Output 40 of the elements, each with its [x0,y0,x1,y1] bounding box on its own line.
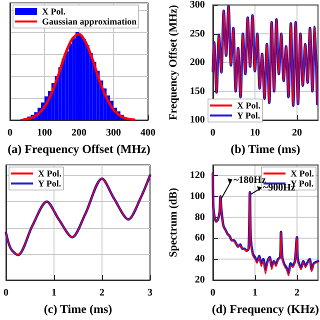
y-tick-label: 250 [190,28,205,40]
legend-label: Gaussian approximation [42,16,137,26]
x-axis-title: (a) Frequency Offset (MHz) [8,142,150,156]
legend-label: X Pol. [237,100,260,110]
legend-label: X Pol. [38,168,62,178]
x-tick-label: 0 [8,128,12,139]
x-tick-label: 0 [4,288,8,299]
x-tick-label: 400 [140,128,156,139]
x-tick-label: 3 [148,288,152,299]
x-tick-label: 1 [252,288,258,299]
legend-label: Y Pol. [237,110,260,120]
x-tick-label: 10 [250,128,260,139]
x-tick-label: 20 [292,128,302,139]
x-tick-label: 100 [37,128,52,139]
x-axis-title: (d) Frequency (KHz) [212,302,319,316]
y-tick-label: 20 [194,274,205,286]
legend-label: X Pol. [42,6,66,16]
y-tick-label: 60 [194,232,205,244]
y-tick-label: 80 [194,212,205,223]
y-axis-title: Spectrum (dB) [168,188,180,258]
x-axis-title: (c) Time (ms) [44,302,112,316]
legend-label: X Pol. [290,168,314,178]
y-tick-label: 200 [190,57,205,68]
x-tick-label: 0 [210,288,216,299]
annotation: ~180Hz [233,174,266,186]
y-axis-title: Frequency Offset (MHz) [168,4,180,120]
y-tick-label: 100 [190,114,205,126]
y-tick-label: 150 [190,86,205,97]
x-tick-label: 0 [210,128,216,139]
y-tick-label: 40 [194,254,205,265]
x-tick-label: 200 [72,128,86,139]
x-tick-label: 2 [100,288,104,299]
x-tick-label: 300 [106,128,121,139]
x-axis-title: (b) Time (ms) [230,142,300,156]
x-tick-label: 2 [294,288,300,299]
y-tick-label: 100 [190,190,205,202]
y-tick-label: 300 [190,0,205,10]
x-tick-label: 1 [52,288,56,299]
legend-label: Y Pol. [38,178,62,188]
y-tick-label: 120 [190,170,205,181]
